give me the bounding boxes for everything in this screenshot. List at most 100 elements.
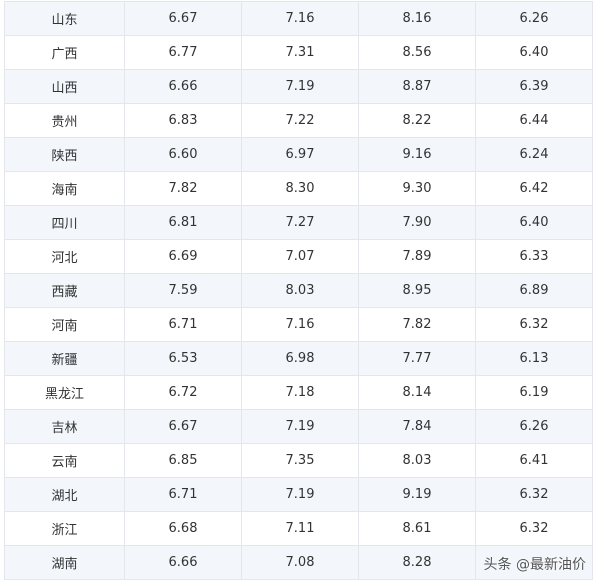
price-cell: 8.28	[358, 545, 476, 580]
table-row: 湖南 6.66 7.08 8.28	[4, 545, 593, 580]
table-row: 黑龙江 6.72 7.18 8.14 6.19	[4, 375, 593, 410]
province-cell: 湖南	[4, 545, 125, 580]
price-cell: 6.71	[124, 307, 242, 342]
price-cell: 6.26	[475, 1, 593, 36]
price-cell: 6.68	[124, 511, 242, 546]
price-cell: 6.67	[124, 1, 242, 36]
price-cell: 7.16	[241, 307, 359, 342]
price-cell: 6.97	[241, 137, 359, 172]
table-row: 河南 6.71 7.16 7.82 6.32	[4, 307, 593, 342]
price-cell: 7.08	[241, 545, 359, 580]
price-cell: 6.32	[475, 477, 593, 512]
province-cell: 浙江	[4, 511, 125, 546]
province-cell: 贵州	[4, 103, 125, 138]
price-cell: 6.98	[241, 341, 359, 376]
price-cell: 6.69	[124, 239, 242, 274]
price-cell: 7.84	[358, 409, 476, 444]
province-cell: 云南	[4, 443, 125, 478]
price-cell: 7.89	[358, 239, 476, 274]
price-cell: 6.32	[475, 307, 593, 342]
price-cell: 6.32	[475, 511, 593, 546]
province-cell: 河北	[4, 239, 125, 274]
price-cell: 6.39	[475, 69, 593, 104]
price-cell: 6.72	[124, 375, 242, 410]
price-cell: 7.11	[241, 511, 359, 546]
price-cell: 6.40	[475, 205, 593, 240]
price-cell	[475, 545, 593, 580]
price-cell: 6.85	[124, 443, 242, 478]
price-cell: 6.83	[124, 103, 242, 138]
price-cell: 6.41	[475, 443, 593, 478]
price-cell: 6.66	[124, 545, 242, 580]
price-cell: 8.03	[241, 273, 359, 308]
table-row: 西藏 7.59 8.03 8.95 6.89	[4, 273, 593, 308]
price-cell: 6.71	[124, 477, 242, 512]
price-cell: 7.82	[124, 171, 242, 206]
price-cell: 6.66	[124, 69, 242, 104]
price-cell: 8.95	[358, 273, 476, 308]
price-cell: 6.89	[475, 273, 593, 308]
price-cell: 8.22	[358, 103, 476, 138]
price-cell: 6.13	[475, 341, 593, 376]
table-row: 广西 6.77 7.31 8.56 6.40	[4, 35, 593, 70]
table-row: 湖北 6.71 7.19 9.19 6.32	[4, 477, 593, 512]
province-cell: 山东	[4, 1, 125, 36]
price-cell: 8.16	[358, 1, 476, 36]
table-row: 四川 6.81 7.27 7.90 6.40	[4, 205, 593, 240]
price-cell: 8.87	[358, 69, 476, 104]
price-cell: 7.59	[124, 273, 242, 308]
province-cell: 河南	[4, 307, 125, 342]
table-row: 陕西 6.60 6.97 9.16 6.24	[4, 137, 593, 172]
province-cell: 海南	[4, 171, 125, 206]
price-cell: 6.44	[475, 103, 593, 138]
price-cell: 8.61	[358, 511, 476, 546]
price-cell: 6.19	[475, 375, 593, 410]
province-cell: 吉林	[4, 409, 125, 444]
price-cell: 6.40	[475, 35, 593, 70]
table-row: 新疆 6.53 6.98 7.77 6.13	[4, 341, 593, 376]
price-cell: 9.30	[358, 171, 476, 206]
table-row: 山西 6.66 7.19 8.87 6.39	[4, 69, 593, 104]
price-cell: 7.27	[241, 205, 359, 240]
price-cell: 8.56	[358, 35, 476, 70]
price-cell: 7.77	[358, 341, 476, 376]
table-row: 浙江 6.68 7.11 8.61 6.32	[4, 511, 593, 546]
table-row: 河北 6.69 7.07 7.89 6.33	[4, 239, 593, 274]
price-cell: 7.82	[358, 307, 476, 342]
price-cell: 7.16	[241, 1, 359, 36]
price-cell: 6.60	[124, 137, 242, 172]
table-row: 山东 6.67 7.16 8.16 6.26	[4, 1, 593, 36]
province-cell: 新疆	[4, 341, 125, 376]
province-cell: 湖北	[4, 477, 125, 512]
table-row: 贵州 6.83 7.22 8.22 6.44	[4, 103, 593, 138]
price-cell: 9.16	[358, 137, 476, 172]
province-cell: 广西	[4, 35, 125, 70]
table-row: 海南 7.82 8.30 9.30 6.42	[4, 171, 593, 206]
province-cell: 四川	[4, 205, 125, 240]
price-cell: 6.24	[475, 137, 593, 172]
price-cell: 6.33	[475, 239, 593, 274]
price-cell: 7.18	[241, 375, 359, 410]
price-cell: 7.35	[241, 443, 359, 478]
price-cell: 7.07	[241, 239, 359, 274]
province-cell: 陕西	[4, 137, 125, 172]
price-cell: 8.14	[358, 375, 476, 410]
price-cell: 6.81	[124, 205, 242, 240]
price-cell: 7.31	[241, 35, 359, 70]
price-cell: 6.77	[124, 35, 242, 70]
price-cell: 9.19	[358, 477, 476, 512]
price-cell: 6.67	[124, 409, 242, 444]
price-cell: 6.26	[475, 409, 593, 444]
price-cell: 6.42	[475, 171, 593, 206]
price-cell: 7.90	[358, 205, 476, 240]
table-row: 云南 6.85 7.35 8.03 6.41	[4, 443, 593, 478]
price-cell: 7.19	[241, 409, 359, 444]
province-cell: 西藏	[4, 273, 125, 308]
watermark: 头条 @最新油价	[483, 557, 586, 573]
price-cell: 8.30	[241, 171, 359, 206]
province-cell: 黑龙江	[4, 375, 125, 410]
price-cell: 7.22	[241, 103, 359, 138]
price-cell: 7.19	[241, 477, 359, 512]
price-cell: 7.19	[241, 69, 359, 104]
price-cell: 6.53	[124, 341, 242, 376]
